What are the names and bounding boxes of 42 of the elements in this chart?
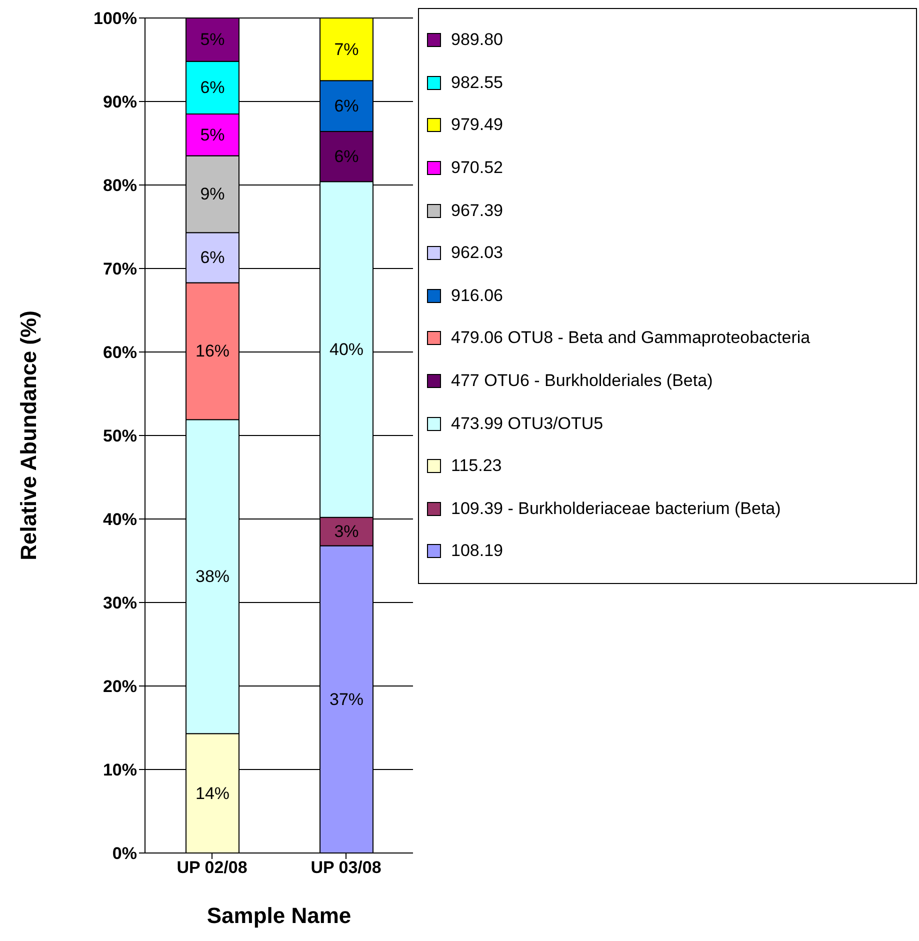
data-label: 5% (200, 30, 225, 50)
y-tick-label: 60% (102, 343, 137, 362)
data-label: 14% (195, 784, 230, 803)
legend-label: 108.19 (451, 541, 503, 562)
y-tick-label: 20% (102, 677, 137, 696)
data-label: 6% (334, 147, 359, 166)
x-tick-label: UP 02/08 (176, 858, 248, 878)
legend-label: 979.49 (451, 115, 503, 136)
data-label: 9% (200, 184, 225, 204)
legend-label: 109.39 - Burkholderiaceae bacterium (Beta) (451, 498, 781, 519)
data-label: 7% (334, 40, 359, 59)
legend-label: 989.80 (451, 30, 503, 50)
data-label: 40% (329, 340, 364, 359)
y-tick-label: 70% (102, 260, 137, 279)
y-tick-label: 10% (102, 760, 137, 780)
data-label: 37% (329, 690, 364, 709)
legend-label: 970.52 (451, 158, 503, 178)
legend-label: 115.23 (451, 456, 502, 476)
y-axis-title: Relative Abundance (%) (16, 310, 41, 560)
data-label: 6% (200, 248, 225, 268)
y-tick-label: 90% (102, 92, 137, 112)
y-tick-label: 30% (102, 594, 137, 613)
legend-label: 477 OTU6 - Burkholderiales (Beta) (451, 371, 713, 392)
y-tick-label: 40% (102, 510, 137, 530)
legend-label: 473.99 OTU3/OTU5 (451, 414, 604, 434)
x-tick-label: UP 03/08 (310, 858, 382, 878)
data-label: 16% (195, 342, 230, 361)
y-tick-label: 100% (94, 9, 137, 28)
data-label: 5% (200, 125, 225, 144)
x-axis-title: Sample Name (206, 903, 352, 928)
legend-label: 982.55 (451, 72, 503, 93)
legend-label: 479.06 OTU8 - Beta and Gammaproteobacteria (451, 328, 810, 348)
legend-label: 916.06 (451, 286, 503, 306)
y-tick-label: 0% (112, 844, 137, 864)
legend-label: 962.03 (451, 243, 503, 264)
y-tick-label: 80% (102, 176, 137, 196)
data-label: 38% (195, 567, 230, 586)
legend-label: 967.39 (451, 200, 503, 221)
data-label: 3% (334, 522, 359, 542)
data-label: 6% (334, 96, 359, 116)
data-label: 6% (200, 78, 225, 98)
y-tick-label: 50% (102, 426, 137, 446)
